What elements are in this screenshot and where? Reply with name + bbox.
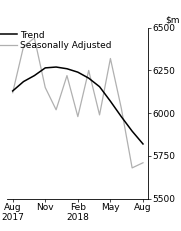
Seasonally Adjusted (109, 57, 111, 60)
Trend (44, 67, 46, 69)
Seasonally Adjusted (12, 91, 14, 94)
Seasonally Adjusted (22, 45, 25, 48)
Seasonally Adjusted (88, 69, 90, 72)
Trend (109, 100, 111, 103)
Line: Trend: Trend (13, 67, 143, 144)
Seasonally Adjusted (33, 36, 35, 39)
Trend (142, 143, 144, 145)
Trend (88, 77, 90, 79)
Seasonally Adjusted (66, 74, 68, 77)
Seasonally Adjusted (98, 113, 101, 116)
Seasonally Adjusted (120, 107, 122, 109)
Trend (98, 85, 101, 88)
Seasonally Adjusted (131, 167, 133, 169)
Trend (77, 71, 79, 73)
Seasonally Adjusted (55, 108, 57, 111)
Trend (33, 74, 35, 77)
Trend (55, 66, 57, 68)
Line: Seasonally Adjusted: Seasonally Adjusted (13, 38, 143, 168)
Seasonally Adjusted (142, 161, 144, 164)
Seasonally Adjusted (44, 86, 46, 89)
Trend (22, 80, 25, 83)
Trend (12, 90, 14, 92)
Legend: Trend, Seasonally Adjusted: Trend, Seasonally Adjusted (1, 30, 112, 50)
Trend (66, 67, 68, 70)
Seasonally Adjusted (77, 115, 79, 118)
Text: $m: $m (165, 15, 180, 24)
Trend (120, 115, 122, 118)
Trend (131, 130, 133, 133)
